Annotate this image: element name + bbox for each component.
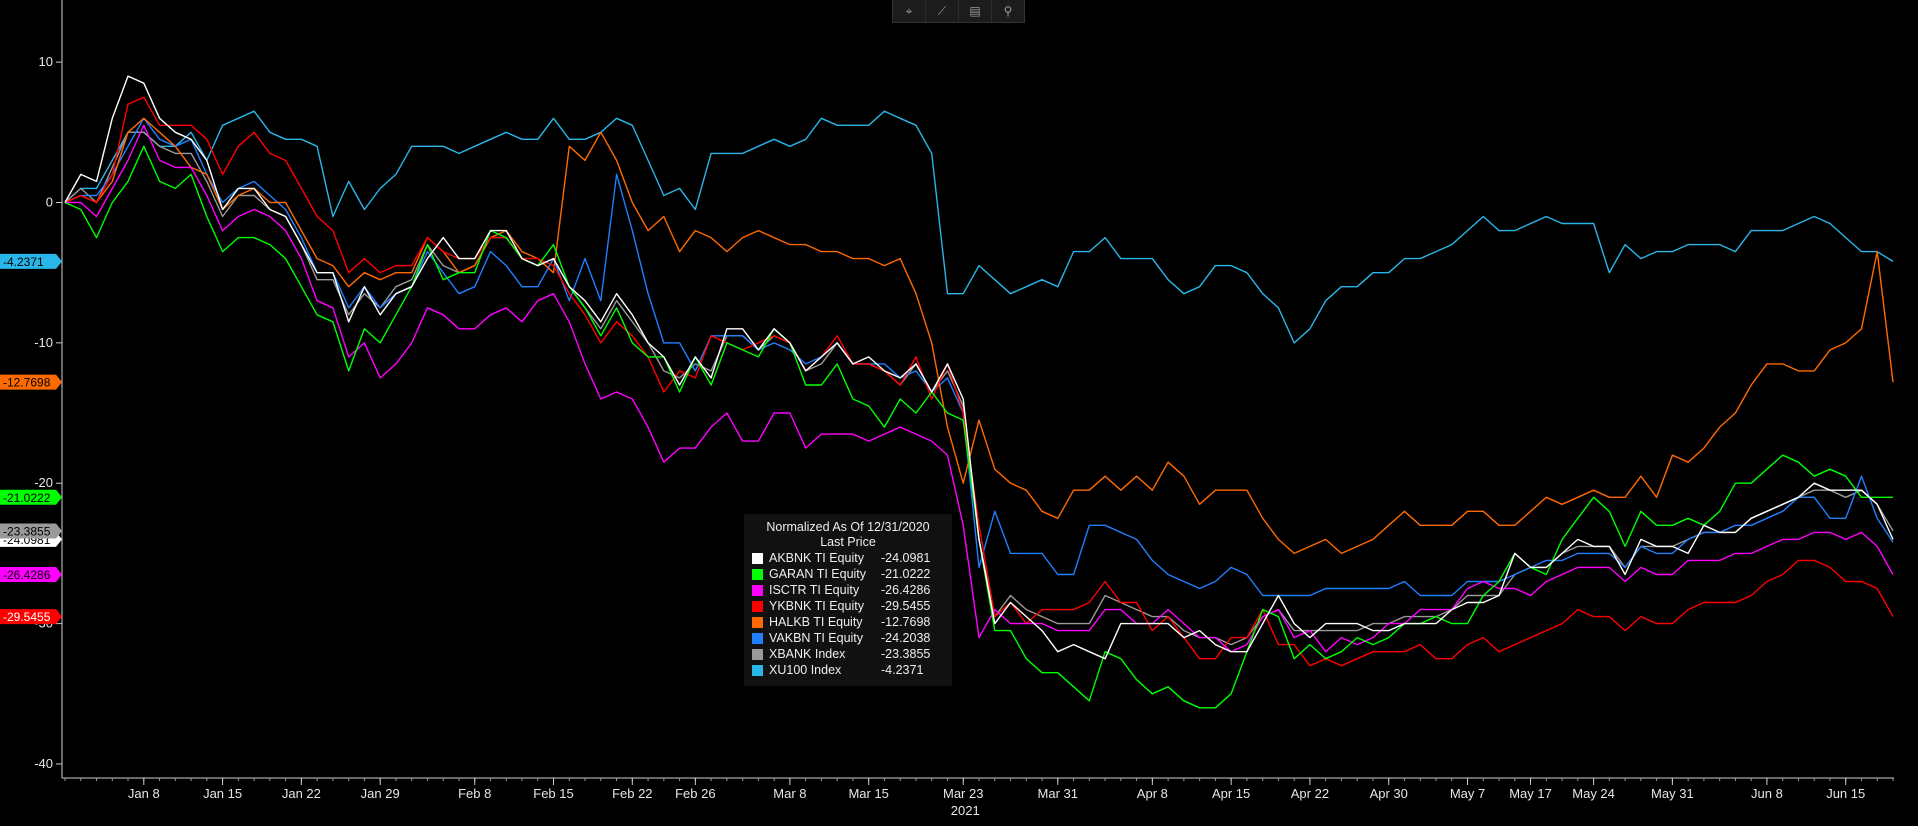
table-icon[interactable]: ▤ (959, 0, 992, 22)
x-tick-label: May 7 (1450, 786, 1485, 801)
y-axis: 100-10-20-30-40 (34, 0, 63, 778)
tag-shape (0, 566, 62, 582)
y-tick-label: -20 (34, 475, 53, 490)
last-value-tag-ykbnk: -29.5455 (0, 609, 62, 625)
tag-label: -29.5455 (3, 610, 51, 624)
legend-entry: ISCTR TI Equity -26.4286 (752, 582, 944, 598)
x-tick-label: Feb 15 (533, 786, 573, 801)
last-value-tags: -24.0981-21.0222-26.4286-29.5455-12.7698… (0, 253, 62, 625)
series-line-halkb (64, 117, 1894, 555)
legend-swatch (752, 648, 763, 660)
x-tick-label: Jun 15 (1826, 786, 1865, 801)
draw-line-icon[interactable]: ⟋ (926, 0, 959, 22)
tag-shape (0, 253, 62, 269)
last-value-tag-halkb: -12.7698 (0, 374, 62, 390)
legend-series-name: GARAN TI Equity (769, 567, 867, 581)
series-line-isctr (65, 124, 1894, 653)
tag-label: -23.3855 (3, 524, 51, 538)
last-value-tag-garan: -21.0222 (0, 489, 62, 505)
x-tick-label: Apr 30 (1370, 786, 1408, 801)
legend-series-name: VAKBN TI Equity (769, 631, 864, 645)
tag-shape (0, 374, 62, 390)
legend-swatch (752, 552, 763, 564)
x-tick-label: Mar 31 (1038, 786, 1078, 801)
tag-label: -21.0222 (3, 491, 51, 505)
legend-entry: XU100 Index -4.2371 (752, 662, 944, 678)
legend-entry: VAKBN TI Equity -24.2038 (752, 630, 944, 646)
x-tick-label: Apr 15 (1212, 786, 1250, 801)
tag-label: -4.2371 (3, 255, 44, 269)
legend-series-name: YKBNK TI Equity (769, 599, 864, 613)
legend-series-name: HALKB TI Equity (769, 615, 863, 629)
x-tick-label: Jan 15 (203, 786, 242, 801)
legend: Normalized As Of 12/31/2020 Last Price A… (744, 514, 952, 686)
legend-entry: AKBNK TI Equity -24.0981 (752, 550, 944, 566)
legend-entry: GARAN TI Equity -21.0222 (752, 566, 944, 582)
x-tick-label: Jan 8 (128, 786, 160, 801)
crosshair-icon[interactable]: ⌖ (893, 0, 926, 22)
tag-shape (0, 609, 62, 625)
legend-series-name: XU100 Index (769, 663, 842, 677)
x-tick-label: May 31 (1651, 786, 1694, 801)
x-tick-label: Jun 8 (1751, 786, 1783, 801)
x-tick-label: Feb 8 (458, 786, 491, 801)
y-tick-label: -40 (34, 756, 53, 771)
x-tick-label: Apr 22 (1291, 786, 1329, 801)
legend-swatch (752, 664, 763, 676)
series-lines (64, 75, 1894, 709)
legend-last-price: -26.4286 (881, 583, 931, 597)
series-line-garan (64, 145, 1893, 709)
legend-swatch (752, 600, 763, 612)
legend-swatch (752, 632, 763, 644)
series-line-xu100 (64, 110, 1894, 344)
chart-toolbar: ⌖ ⟋ ▤ ⚲ (892, 0, 1025, 23)
tag-label: -26.4286 (3, 568, 51, 582)
y-tick-label: -10 (34, 335, 53, 350)
x-tick-label: Jan 29 (361, 786, 400, 801)
x-tick-label: May 24 (1572, 786, 1615, 801)
legend-last-price: -12.7698 (881, 615, 931, 629)
series-line-akbnk (64, 75, 1894, 660)
last-value-tag-xbank: -23.3855 (0, 523, 62, 539)
y-tick-label: 10 (39, 54, 53, 69)
x-year-label: 2021 (951, 803, 980, 818)
legend-title: Normalized As Of 12/31/2020 (766, 520, 930, 534)
legend-swatch (752, 584, 763, 596)
series-line-ykbnk (64, 96, 1894, 667)
tag-label: -12.7698 (3, 376, 51, 390)
legend-subtitle: Last Price (820, 535, 876, 549)
last-value-tag-isctr: -26.4286 (0, 566, 62, 582)
x-tick-label: May 17 (1509, 786, 1552, 801)
x-tick-label: Feb 22 (612, 786, 652, 801)
legend-last-price: -23.3855 (881, 647, 931, 661)
legend-swatch (752, 568, 763, 580)
zoom-icon[interactable]: ⚲ (1003, 4, 1013, 18)
x-tick-label: Jan 22 (282, 786, 321, 801)
legend-last-price: -24.0981 (881, 551, 931, 565)
x-axis: Jan 8 Jan 15 Jan 22 Jan 29 Feb 8 Feb 15 Feb 22… (62, 777, 1894, 818)
legend-swatch (752, 616, 763, 628)
series-line-vakbn (64, 117, 1894, 597)
y-tick-label: 0 (46, 194, 53, 209)
legend-series-name: ISCTR TI Equity (769, 583, 860, 597)
legend-last-price: -29.5455 (881, 599, 931, 613)
legend-series-name: XBANK Index (769, 647, 846, 661)
tag-shape (0, 523, 62, 539)
legend-last-price: -4.2371 (881, 663, 924, 677)
tag-shape (0, 489, 62, 505)
x-tick-label: Mar 8 (773, 786, 806, 801)
x-tick-label: Feb 26 (675, 786, 715, 801)
legend-entry: XBANK Index -23.3855 (752, 646, 944, 662)
legend-last-price: -24.2038 (881, 631, 931, 645)
legend-entry: HALKB TI Equity -12.7698 (752, 614, 944, 630)
legend-last-price: -21.0222 (881, 567, 931, 581)
legend-entry: YKBNK TI Equity -29.5455 (752, 598, 944, 614)
x-tick-label: Mar 15 (848, 786, 888, 801)
legend-series-name: AKBNK TI Equity (769, 551, 864, 565)
x-tick-label: Mar 23 (943, 786, 983, 801)
x-tick-label: Apr 8 (1137, 786, 1168, 801)
last-value-tag-xu100: -4.2371 (0, 253, 62, 269)
